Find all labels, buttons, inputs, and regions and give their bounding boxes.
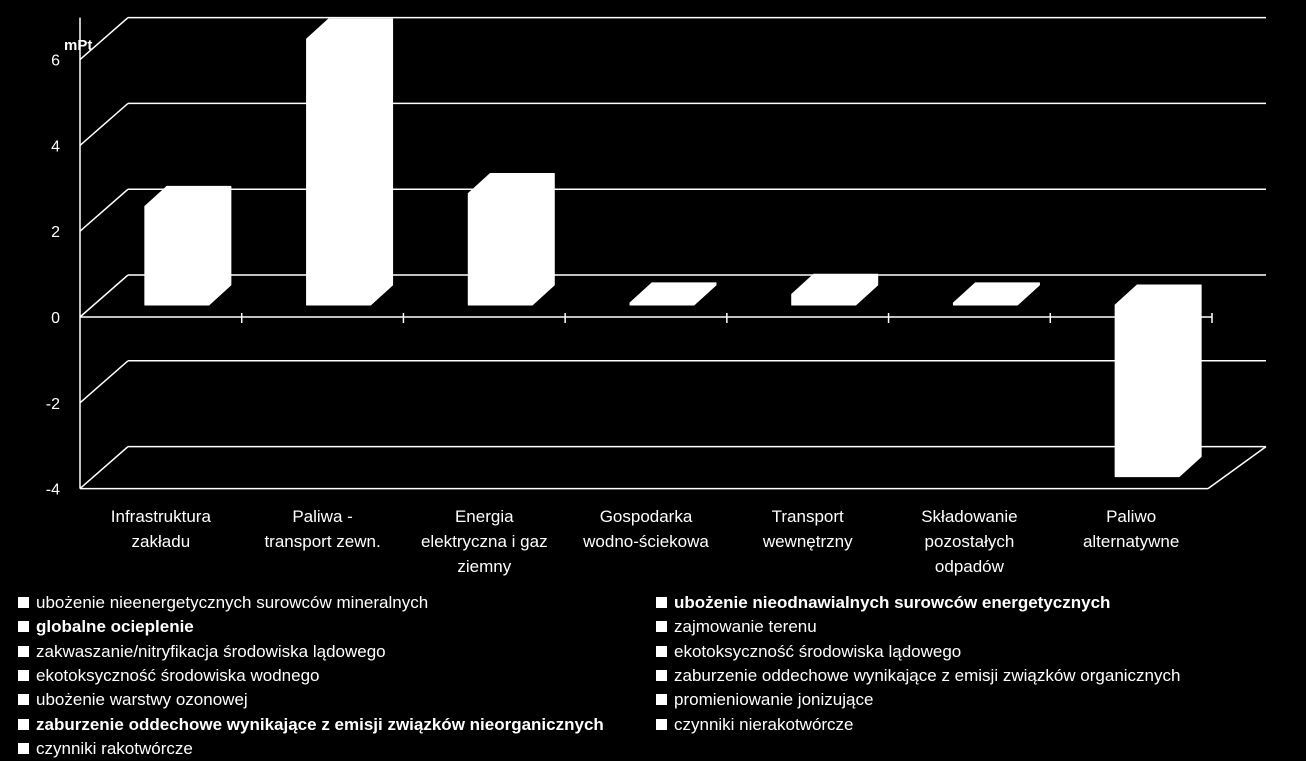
legend-label: ubożenie warstwy ozonowej <box>36 690 248 710</box>
legend-swatch <box>656 718 667 730</box>
legend-label: ekotoksyczność środowiska wodnego <box>36 665 320 685</box>
x-category-label: Infrastruktura zakładu <box>111 507 212 551</box>
x-category-label: Energia elektryczna i gaz ziemny <box>421 507 548 576</box>
legend-item: ubożenie nieenergetycznych surowców mine… <box>18 591 428 615</box>
legend-swatch <box>18 645 29 657</box>
gridline <box>79 16 1266 61</box>
y-tick-label: 4 <box>51 138 60 155</box>
legend-label: zaburzenie oddechowe wynikające z emisji… <box>36 714 604 734</box>
bar <box>952 282 1040 306</box>
legend-item: zaburzenie oddechowe wynikające z emisji… <box>18 713 604 737</box>
chart-axes: 6 4 2 0 -2 -4 Infrastruktura zakładu Paliwa -tra… <box>46 17 1267 576</box>
chart-bars <box>144 18 1202 478</box>
bar <box>467 172 555 306</box>
y-tick-label: 6 <box>51 53 60 70</box>
legend-item: zajmowanie terenu <box>656 615 817 639</box>
floor-side-edge <box>1207 445 1267 490</box>
legend-label: czynniki rakotwórcze <box>36 738 193 758</box>
x-category-label: Transport wewnętrzny <box>762 507 853 551</box>
legend-swatch <box>18 694 29 706</box>
legend-item: czynniki rakotwórcze <box>18 737 193 761</box>
legend-swatch <box>18 597 29 608</box>
gridline <box>79 102 1266 146</box>
gridline <box>79 360 1266 404</box>
x-category-label: Gospodarka wodno-ściekowa <box>582 507 709 551</box>
chart-grid <box>79 16 1266 490</box>
y-tick-label: -4 <box>46 482 60 499</box>
legend-item: ubożenie warstwy ozonowej <box>18 688 248 712</box>
y-tick-label: 0 <box>51 310 60 327</box>
legend-item: ubożenie nieodnawialnych surowców energe… <box>656 591 1110 615</box>
y-tick-label: 2 <box>51 224 60 241</box>
legend-label: ubożenie nieodnawialnych surowców energe… <box>674 593 1111 612</box>
gridline <box>79 188 1266 232</box>
y-tick-label: -2 <box>46 396 60 413</box>
legend-label: ubożenie nieenergetycznych surowców mine… <box>36 593 429 612</box>
impact-bar-chart: 6 4 2 0 -2 -4 Infrastruktura zakładu Paliwa -tra… <box>46 16 1267 576</box>
y-unit-label: mPt <box>64 37 92 54</box>
legend-swatch <box>656 694 667 706</box>
legend-label: globalne ocieplenie <box>36 617 194 637</box>
legend-item: zakwaszanie/nitryfikacja środowiska lądo… <box>18 640 386 664</box>
bar <box>629 282 717 306</box>
legend-item: promieniowanie jonizujące <box>656 688 873 712</box>
legend-item: zaburzenie oddechowe wynikające z emisji… <box>656 664 1180 688</box>
gridline <box>79 445 1266 490</box>
legend-label: zakwaszanie/nitryfikacja środowiska lądo… <box>36 641 386 661</box>
legend-swatch <box>18 669 29 681</box>
legend-swatch <box>18 621 29 633</box>
x-category-label: Składowanie pozostałych odpadów <box>921 507 1017 576</box>
legend-item: globalne ocieplenie <box>18 615 194 639</box>
legend-swatch <box>18 718 29 730</box>
legend-swatch <box>656 669 667 681</box>
legend-label: zajmowanie terenu <box>674 617 817 637</box>
legend-item: ekotoksyczność środowiska lądowego <box>656 640 961 664</box>
legend-swatch <box>656 621 667 633</box>
legend-label: zaburzenie oddechowe wynikające z emisji… <box>674 665 1181 685</box>
legend-item: ekotoksyczność środowiska wodnego <box>18 664 319 688</box>
legend-swatch <box>656 645 667 657</box>
legend-item: czynniki nierakotwórcze <box>656 713 854 737</box>
legend-swatch <box>18 742 29 754</box>
bar <box>306 18 394 306</box>
legend-label: promieniowanie jonizujące <box>674 690 874 710</box>
x-category-label: Paliwa -transport zewn. <box>264 507 380 551</box>
legend-swatch <box>656 597 667 608</box>
bar <box>1114 284 1202 478</box>
legend-label: czynniki nierakotwórcze <box>674 714 854 734</box>
legend-label: ekotoksyczność środowiska lądowego <box>674 641 962 661</box>
bar <box>144 185 232 306</box>
x-category-label: Paliwo alternatywne <box>1083 507 1179 551</box>
bar <box>791 273 879 306</box>
